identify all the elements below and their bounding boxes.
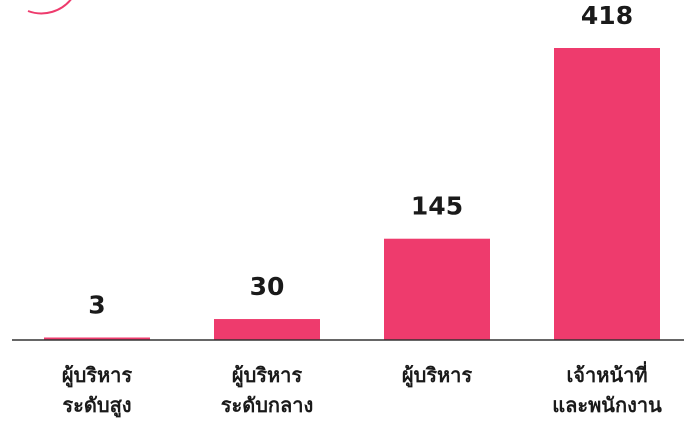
- category-label: ผู้บริหาร: [402, 363, 473, 389]
- category-label: ผู้บริหาร: [232, 363, 303, 389]
- category-label: ระดับกลาง: [221, 393, 314, 417]
- bar-value-label: 145: [411, 192, 463, 221]
- bar: [384, 238, 490, 340]
- bars-group: [44, 48, 660, 340]
- bar-value-label: 418: [581, 1, 633, 30]
- corner-circle-decoration: [27, 0, 72, 15]
- bar-value-label: 3: [88, 291, 105, 320]
- category-label: ระดับสูง: [62, 393, 131, 419]
- category-label: เจ้าหน้าที่: [566, 360, 647, 387]
- value-labels-group: 3 30 145 418: [88, 1, 633, 320]
- bar: [554, 48, 660, 340]
- bar: [44, 337, 150, 340]
- bar: [214, 319, 320, 340]
- category-label: และพนักงาน: [552, 393, 662, 417]
- bar-value-label: 30: [250, 272, 285, 301]
- category-label: ผู้บริหาร: [62, 363, 133, 389]
